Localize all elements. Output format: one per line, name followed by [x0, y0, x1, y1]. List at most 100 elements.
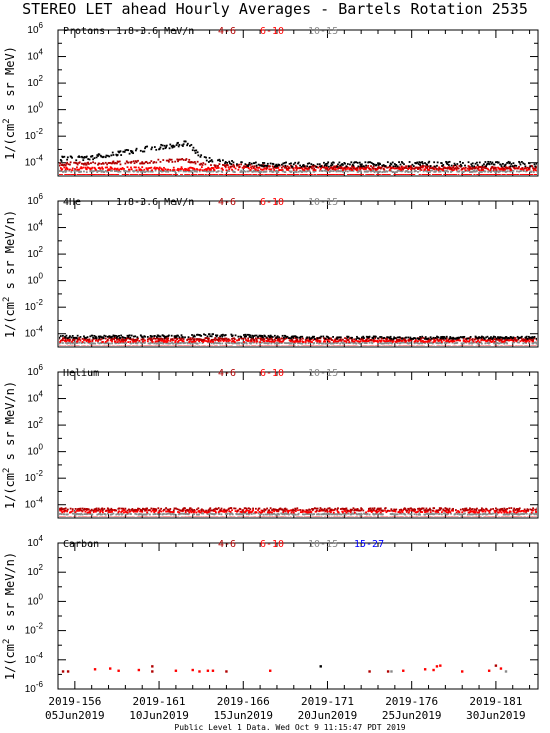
- data-point: [247, 163, 250, 166]
- data-point: [518, 165, 520, 168]
- data-point: [531, 165, 534, 168]
- data-point: [399, 170, 402, 173]
- data-point: [264, 342, 267, 345]
- data-point: [419, 165, 422, 167]
- data-point: [428, 340, 431, 343]
- data-point: [159, 335, 162, 338]
- data-point: [285, 337, 288, 340]
- data-point: [412, 165, 415, 168]
- data-point: [299, 336, 302, 339]
- data-point: [84, 166, 87, 169]
- data-point: [429, 345, 431, 346]
- data-point: [337, 170, 340, 173]
- data-point: [399, 167, 402, 170]
- data-point: [459, 339, 462, 342]
- data-point: [345, 341, 348, 343]
- data-point: [304, 341, 307, 343]
- data-point: [359, 169, 362, 172]
- data-point: [215, 335, 218, 338]
- data-point: [125, 345, 127, 346]
- data-point: [146, 336, 149, 338]
- data-point: [66, 158, 69, 161]
- data-point: [252, 341, 255, 344]
- data-point: [303, 513, 306, 516]
- y-tick-label: 106: [27, 21, 43, 36]
- data-point: [278, 336, 280, 339]
- data-point: [243, 165, 245, 168]
- data-point: [154, 174, 156, 175]
- data-point: [135, 339, 138, 341]
- data-point: [169, 516, 172, 517]
- data-point: [382, 164, 385, 166]
- data-point: [418, 342, 421, 345]
- data-point: [472, 340, 475, 343]
- data-point: [332, 335, 334, 338]
- data-point: [493, 163, 496, 166]
- data-point: [169, 143, 172, 146]
- data-point: [427, 337, 430, 340]
- data-point: [424, 165, 427, 168]
- data-point: [406, 174, 409, 175]
- data-point: [467, 165, 470, 167]
- data-point: [527, 168, 530, 171]
- data-point: [362, 339, 365, 342]
- data-point: [124, 162, 127, 165]
- data-point: [404, 166, 407, 169]
- data-point: [140, 162, 143, 165]
- data-point: [490, 336, 492, 339]
- data-point: [236, 339, 239, 342]
- data-point: [104, 342, 106, 345]
- data-point: [167, 160, 170, 163]
- data-point: [346, 335, 349, 338]
- data-point: [72, 341, 75, 344]
- data-point: [330, 345, 333, 346]
- data-point: [480, 166, 483, 169]
- data-point: [360, 165, 363, 168]
- data-point: [144, 341, 146, 344]
- data-point: [240, 170, 243, 173]
- data-point: [91, 345, 94, 346]
- data-point: [393, 336, 396, 339]
- data-point: [494, 166, 497, 169]
- data-point: [347, 512, 350, 515]
- data-point: [263, 340, 266, 343]
- data-point: [296, 338, 299, 341]
- data-point: [497, 345, 500, 346]
- data-point: [226, 169, 229, 172]
- data-point: [173, 335, 176, 338]
- data-point: [199, 168, 202, 171]
- data-point: [233, 342, 236, 345]
- data-point: [459, 336, 462, 338]
- data-point: [128, 170, 131, 173]
- data-point: [130, 161, 132, 164]
- data-point: [325, 342, 328, 345]
- data-point: [396, 513, 399, 516]
- data-point: [374, 516, 376, 517]
- legend-entry: 4-6: [218, 368, 236, 379]
- data-point: [241, 516, 243, 517]
- data-point: [308, 336, 311, 339]
- data-point: [448, 166, 451, 168]
- data-point: [281, 513, 284, 516]
- data-point: [210, 338, 213, 341]
- data-point: [224, 337, 226, 340]
- data-point: [460, 513, 463, 516]
- data-point: [299, 342, 302, 345]
- data-point: [397, 167, 400, 170]
- data-point: [59, 342, 61, 345]
- data-point: [94, 168, 97, 171]
- data-point: [327, 337, 330, 340]
- data-point: [405, 167, 408, 169]
- data-point: [471, 168, 473, 170]
- data-point: [163, 341, 165, 343]
- data-point: [523, 170, 525, 172]
- data-point: [124, 337, 127, 339]
- data-point: [116, 345, 119, 346]
- data-point: [245, 339, 247, 341]
- data-point: [200, 334, 203, 337]
- data-point: [66, 168, 69, 171]
- data-point: [379, 342, 382, 345]
- data-point: [214, 334, 217, 337]
- data-point: [386, 345, 388, 346]
- data-point: [352, 170, 355, 172]
